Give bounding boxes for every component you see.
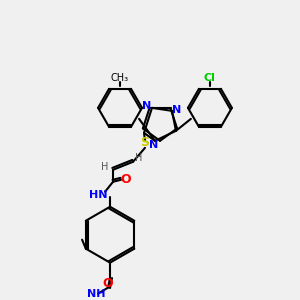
Text: O: O: [103, 277, 113, 290]
Text: CH₃: CH₃: [111, 73, 129, 83]
Text: N: N: [142, 101, 152, 111]
Text: S: S: [140, 136, 149, 149]
Text: HN: HN: [89, 190, 107, 200]
Text: H: H: [101, 162, 109, 172]
Text: NH: NH: [87, 289, 105, 298]
Text: N: N: [149, 140, 159, 150]
Text: H: H: [135, 153, 143, 163]
Text: N: N: [172, 105, 182, 115]
Text: O: O: [121, 173, 131, 186]
Text: Cl: Cl: [204, 73, 216, 83]
